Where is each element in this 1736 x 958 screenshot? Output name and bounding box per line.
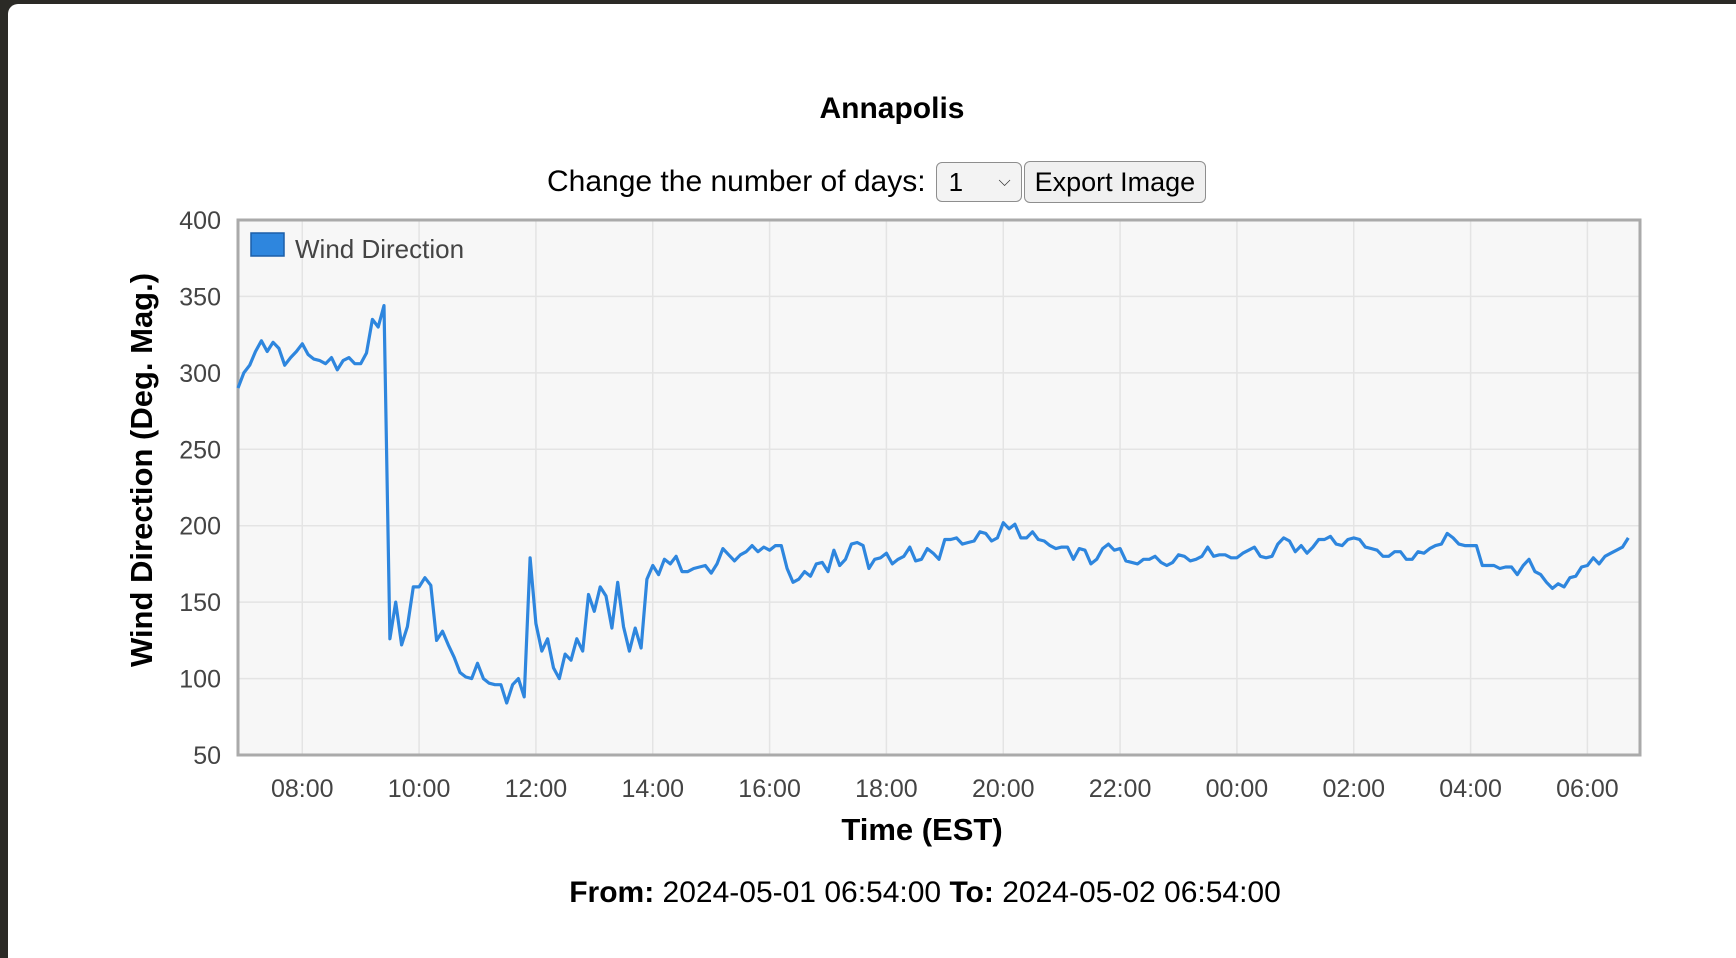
x-axis-ticks: 08:00 10:00 12:00 14:00 16:00 18:00 20:00 22:00…: [271, 775, 1619, 803]
plot-background: [238, 220, 1640, 755]
y-tick-label: 200: [179, 513, 221, 541]
chart-controls: Change the number of days: 1 ⌵ Export Im…: [547, 160, 1207, 204]
y-tick-label: 350: [179, 283, 221, 311]
y-tick-label: 100: [179, 666, 221, 694]
days-select-value: 1: [948, 166, 964, 197]
to-label: To:: [949, 876, 994, 909]
x-tick-label: 20:00: [972, 775, 1035, 803]
x-tick-label: 08:00: [271, 775, 334, 803]
x-tick-label: 22:00: [1089, 775, 1152, 803]
page-title: Annapolis: [819, 92, 965, 125]
days-label: Change the number of days:: [547, 165, 926, 198]
x-tick-label: 00:00: [1206, 775, 1269, 803]
x-axis-label: Time (EST): [841, 812, 1002, 847]
y-tick-label: 150: [179, 589, 221, 617]
from-value: 2024-05-01 06:54:00: [662, 876, 942, 909]
export-image-button[interactable]: Export Image: [1023, 161, 1207, 203]
y-axis-label: Wind Direction (Deg. Mag.): [124, 273, 159, 667]
x-tick-label: 14:00: [621, 775, 684, 803]
wind-direction-chart: 50 100 150 200 250 300 350 400 08:00 10:00 12:00 1…: [124, 207, 1642, 847]
x-tick-label: 04:00: [1439, 775, 1502, 803]
days-select[interactable]: 1 ⌵: [935, 162, 1022, 202]
x-tick-label: 02:00: [1322, 775, 1385, 803]
y-tick-label: 300: [179, 360, 221, 388]
y-tick-label: 50: [193, 742, 221, 770]
plot-border: [236, 218, 1642, 757]
x-tick-label: 06:00: [1556, 775, 1619, 803]
x-gridlines: [301, 220, 1589, 755]
y-tick-label: 250: [179, 436, 221, 464]
x-tick-label: 16:00: [738, 775, 801, 803]
x-tick-label: 18:00: [855, 775, 918, 803]
date-range: From: 2024-05-01 06:54:00 To: 2024-05-02…: [0, 876, 1736, 910]
legend-swatch: [250, 232, 285, 257]
x-tick-label: 10:00: [388, 775, 451, 803]
chevron-down-icon: ⌵: [998, 173, 1011, 190]
x-tick-label: 12:00: [505, 775, 568, 803]
legend-label: Wind Direction: [295, 234, 464, 264]
y-axis-ticks: 50 100 150 200 250 300 350 400: [179, 207, 221, 770]
to-value: 2024-05-02 06:54:00: [1002, 876, 1281, 909]
from-label: From:: [569, 876, 655, 909]
y-tick-label: 400: [179, 207, 221, 235]
series-line: [236, 304, 1630, 705]
legend: Wind Direction: [250, 232, 464, 264]
